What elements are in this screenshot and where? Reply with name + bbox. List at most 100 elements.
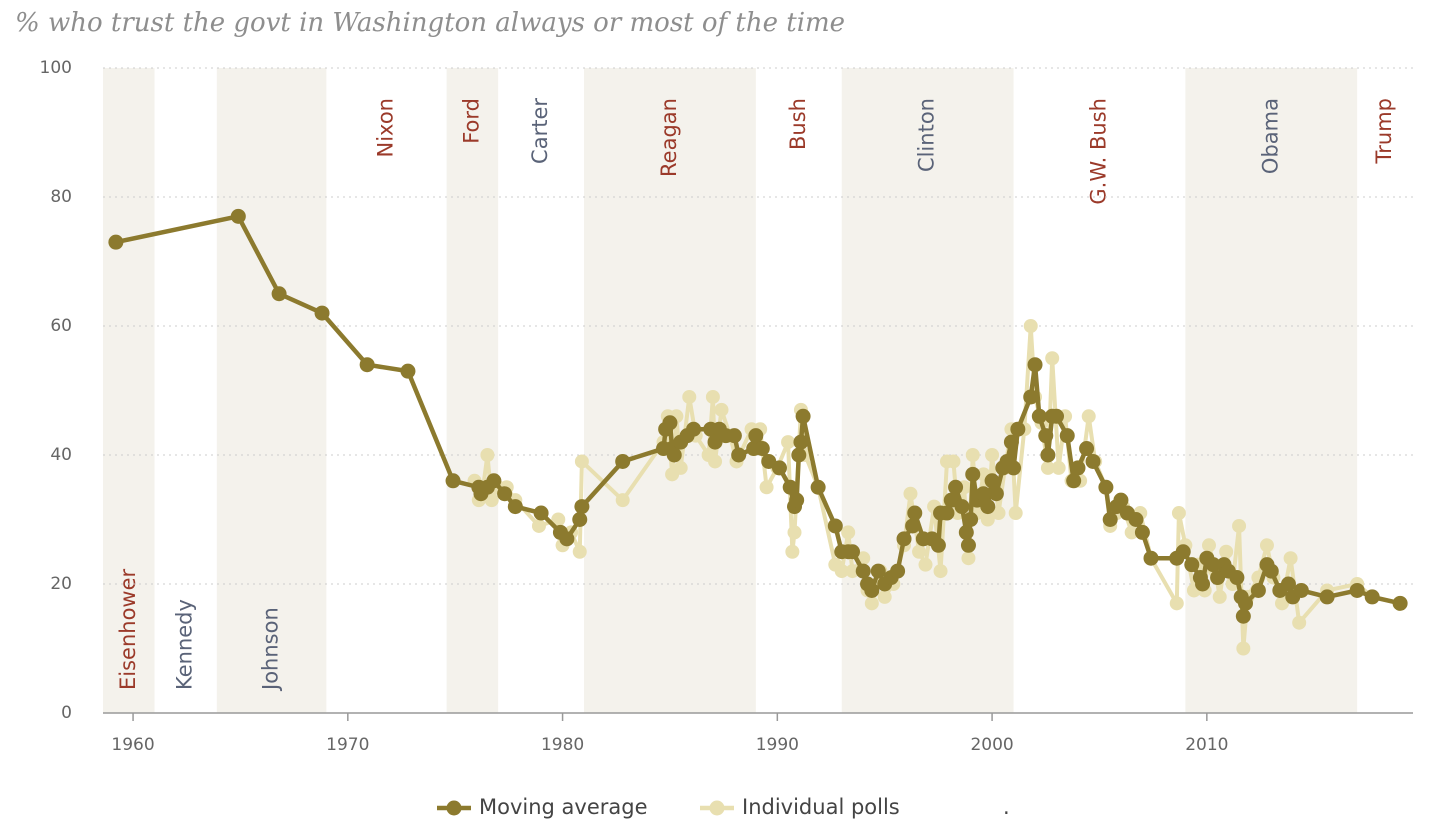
president-label: Nixon [373, 98, 397, 157]
data-point [559, 531, 575, 547]
data-point [531, 518, 546, 533]
data-point [785, 544, 800, 559]
data-point [1169, 596, 1184, 611]
data-point [782, 479, 798, 495]
data-point [1038, 428, 1054, 444]
data-point [980, 512, 995, 527]
data-point [572, 512, 588, 527]
legend-label: Individual polls [742, 795, 900, 819]
data-point [673, 460, 688, 475]
data-point [1259, 538, 1274, 553]
data-point [954, 499, 970, 515]
data-point [1143, 550, 1159, 566]
data-point [1283, 551, 1298, 566]
data-point [662, 415, 678, 431]
data-point [1023, 389, 1039, 405]
data-point [480, 448, 495, 462]
legend-label: Moving average [479, 795, 648, 819]
y-tick-label: 0 [61, 703, 72, 723]
data-point [933, 564, 948, 579]
data-point [572, 544, 587, 559]
data-point [963, 512, 979, 527]
data-point [359, 357, 375, 373]
data-point [864, 596, 879, 611]
y-tick-label: 60 [50, 316, 72, 336]
x-tick-label: 2010 [1185, 735, 1228, 755]
data-point [507, 499, 523, 515]
data-point [864, 582, 880, 598]
data-point [791, 447, 807, 463]
president-label: Clinton [915, 98, 939, 172]
data-point [896, 531, 912, 547]
data-point [574, 499, 590, 515]
x-tick-label: 1970 [326, 735, 369, 755]
data-point [615, 453, 631, 469]
data-point [1175, 544, 1191, 560]
data-point [1171, 506, 1186, 521]
data-point [890, 563, 906, 579]
data-point [714, 402, 729, 417]
x-tick-label: 1980 [541, 735, 584, 755]
data-point [965, 448, 980, 462]
data-point [810, 479, 826, 495]
data-point [988, 486, 1004, 502]
data-point [1319, 589, 1335, 605]
president-label: G.W. Bush [1086, 98, 1110, 205]
y-tick-label: 100 [40, 58, 72, 78]
president-band [584, 68, 756, 713]
data-point [1113, 492, 1129, 508]
data-point [726, 428, 742, 444]
data-point [1102, 512, 1118, 527]
data-point [682, 389, 697, 404]
data-point [1392, 595, 1408, 611]
data-point [841, 525, 856, 540]
y-tick-label: 80 [50, 187, 72, 207]
data-point [877, 589, 892, 604]
y-tick-label: 20 [50, 574, 72, 594]
data-point [870, 563, 886, 579]
president-label: Carter [528, 98, 552, 164]
data-point [1250, 582, 1266, 598]
data-point [271, 286, 287, 302]
data-point [1031, 408, 1047, 424]
data-point [1098, 479, 1114, 495]
data-point [1003, 434, 1019, 450]
data-point [1128, 512, 1144, 527]
data-point [844, 544, 860, 560]
president-label: Kennedy [173, 599, 197, 690]
president-label: Reagan [657, 98, 681, 177]
data-point [1292, 615, 1307, 630]
data-point [1049, 408, 1065, 424]
president-band [103, 68, 155, 713]
data-point [230, 208, 246, 224]
data-point [1195, 576, 1211, 592]
data-point [1008, 506, 1023, 521]
data-point [1235, 608, 1251, 624]
data-point [845, 564, 860, 579]
data-point [1212, 589, 1227, 604]
data-point [787, 525, 802, 540]
data-point [400, 363, 416, 379]
data-point [551, 512, 566, 527]
president-band [216, 68, 327, 713]
data-point [1006, 460, 1022, 476]
data-point [1275, 596, 1289, 611]
data-point [1040, 460, 1055, 475]
data-point [615, 493, 630, 508]
data-point [912, 544, 927, 559]
president-band [1185, 68, 1358, 713]
data-point [1280, 576, 1296, 592]
data-point [771, 460, 787, 476]
president-label: Eisenhower [116, 568, 140, 690]
data-point [497, 486, 513, 502]
data-point [1059, 428, 1075, 444]
data-point [960, 537, 976, 553]
data-point [445, 473, 461, 489]
data-point [855, 563, 871, 579]
data-point [1184, 557, 1200, 573]
legend-marker [709, 800, 725, 816]
data-point [686, 421, 702, 437]
data-point [975, 486, 991, 502]
data-point [1349, 582, 1365, 598]
